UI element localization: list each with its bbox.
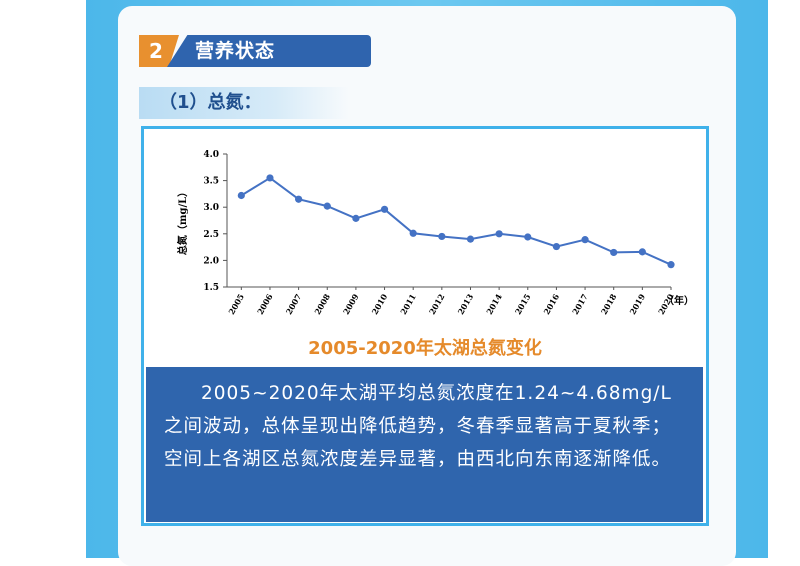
data-point	[323, 202, 331, 210]
x-tick-label: 2017	[570, 292, 590, 316]
x-tick-label: 2007	[284, 292, 304, 316]
x-axis-unit-label: （年）	[664, 294, 694, 307]
data-point	[295, 195, 303, 203]
x-tick-label: 2010	[369, 292, 389, 317]
data-point	[495, 230, 503, 238]
x-tick-label: 2014	[484, 292, 504, 317]
x-tick-label: 2013	[455, 292, 475, 317]
description-text: 2005~2020年太湖平均总氮浓度在1.24~4.68mg/L之间波动，总体呈…	[146, 367, 703, 522]
data-point	[466, 235, 475, 243]
data-point	[524, 233, 532, 241]
data-point	[237, 191, 245, 200]
chart-axes	[223, 153, 672, 290]
subsection-title: （1）总氮：	[139, 87, 349, 119]
section-title: 营养状态	[167, 35, 371, 67]
data-point	[638, 248, 646, 256]
section-header: 2 营养状态	[139, 35, 371, 67]
data-point	[552, 242, 561, 251]
x-tick-label: 2018	[599, 292, 619, 317]
data-point	[581, 236, 589, 244]
x-tick-label: 2008	[312, 292, 332, 317]
x-tick-label: 2009	[341, 292, 361, 317]
y-tick-label: 1.5	[203, 283, 219, 293]
series-line	[240, 176, 672, 266]
y-tick-label: 3.0	[203, 203, 219, 213]
x-tick-label: 2012	[427, 292, 447, 316]
data-point	[409, 229, 417, 237]
y-tick-labels: 1.5 2.0 2.5 3.0 3.5 4.0	[203, 150, 219, 293]
y-tick-label: 3.5	[203, 177, 219, 187]
x-tick-label: 2015	[513, 292, 533, 316]
x-tick-labels: 2005 2006 2007 2008 2009 2010 2011 2012 2013 2014…	[226, 292, 676, 317]
y-tick-label: 2.0	[203, 256, 219, 266]
data-point	[610, 248, 618, 257]
x-tick-label: 2019	[627, 292, 647, 317]
data-point	[352, 214, 360, 222]
x-tick-label: 2016	[541, 292, 561, 317]
x-tick-label: 2005	[226, 292, 246, 316]
x-tick-label: 2006	[255, 292, 275, 317]
data-point	[438, 232, 446, 241]
x-tick-label: 2011	[398, 292, 418, 316]
chart-title: 2005-2020年太湖总氮变化	[308, 338, 542, 359]
data-point	[380, 205, 389, 213]
line-chart: 1.52.02.53.03.54.0 2005 2006 2007 2008 2009 2…	[176, 150, 694, 317]
series-points	[237, 174, 675, 269]
data-point	[667, 261, 675, 269]
data-point	[266, 174, 274, 182]
y-tick-label: 4.0	[203, 150, 219, 160]
y-axis-label: 总氮（mg/L）	[176, 187, 189, 255]
y-tick-label: 2.5	[203, 230, 219, 240]
